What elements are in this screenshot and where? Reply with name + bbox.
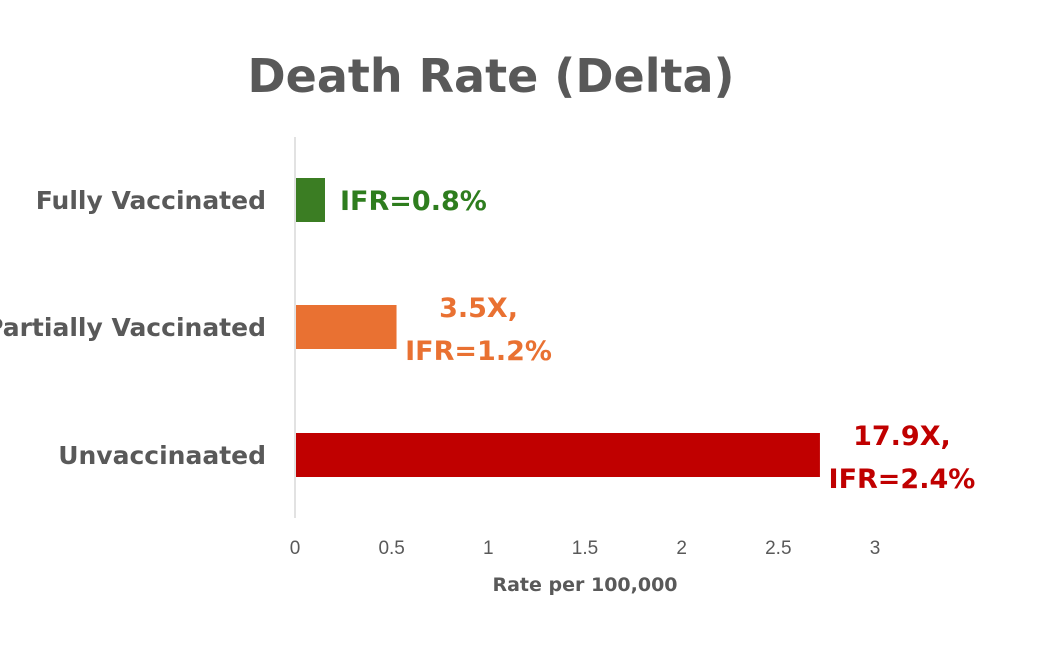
bar-2 (296, 433, 820, 477)
data-label-0: IFR=0.8% (340, 186, 487, 217)
x-tick-label-2: 1 (483, 538, 494, 559)
data-label-2-line-0: 17.9X, (853, 421, 951, 452)
x-axis-tick-labels: 0 0.5 1 1.5 2 2.5 3 (290, 538, 881, 559)
data-label-1-line-1: IFR=1.2% (405, 336, 552, 367)
x-axis-title: Rate per 100,000 (492, 574, 677, 596)
data-labels: IFR=0.8% 3.5X, IFR=1.2% 17.9X, IFR=2.4% (340, 186, 975, 495)
x-tick-label-5: 2.5 (765, 538, 791, 559)
category-label-2: Unvaccinaated (58, 441, 266, 470)
x-tick-label-3: 1.5 (572, 538, 598, 559)
x-tick-label-6: 3 (870, 538, 881, 559)
x-tick-label-0: 0 (290, 538, 301, 559)
bars-layer (296, 178, 820, 477)
bar-1 (296, 305, 397, 349)
category-labels: Fully Vaccinated Partially Vaccinated Unva… (0, 186, 266, 470)
category-label-1: Partially Vaccinated (0, 313, 266, 342)
data-label-1-line-0: 3.5X, (439, 293, 518, 324)
chart-title: Death Rate (Delta) (247, 49, 734, 103)
x-tick-label-1: 0.5 (378, 538, 404, 559)
category-label-0: Fully Vaccinated (36, 186, 266, 215)
bar-0 (296, 178, 325, 222)
data-label-2-line-1: IFR=2.4% (829, 464, 976, 495)
x-tick-label-4: 2 (676, 538, 687, 559)
